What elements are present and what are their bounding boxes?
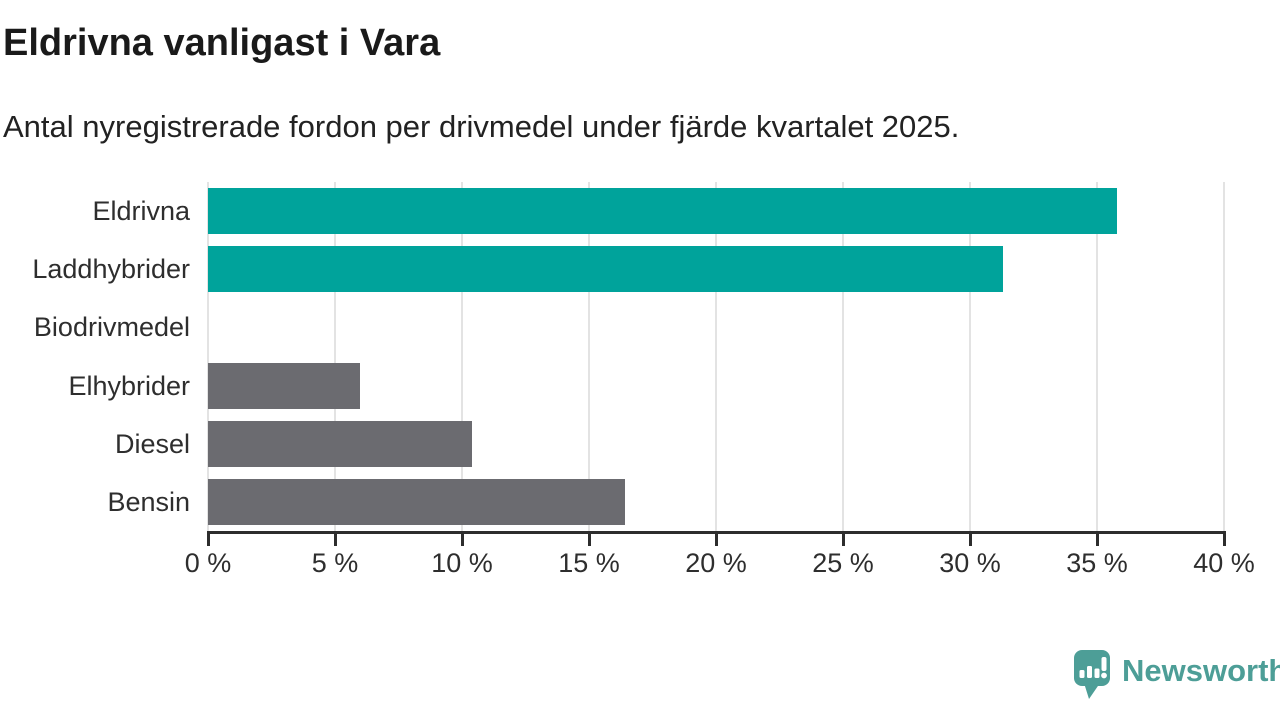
category-label: Elhybrider [68, 370, 190, 401]
x-axis-tick-label: 15 % [558, 548, 620, 578]
x-axis-line [207, 531, 1226, 534]
bar-diesel [208, 420, 473, 467]
bar-elhybrider [208, 362, 361, 409]
gridline [715, 182, 717, 531]
x-axis-tick-label: 40 % [1193, 548, 1255, 578]
category-label: Laddhybrider [32, 254, 190, 285]
bar-eldrivna [208, 188, 1118, 235]
x-axis-tick [968, 534, 972, 546]
x-axis-tick-label: 30 % [939, 548, 1001, 578]
chart-subtitle: Antal nyregistrerade fordon per drivmede… [3, 109, 960, 144]
gridline [588, 182, 590, 531]
x-axis-tick-label: 35 % [1066, 548, 1128, 578]
x-axis-tick [714, 534, 718, 546]
bar-laddhybrider [208, 246, 1004, 293]
brand-logo: Newsworthy [1073, 649, 1280, 701]
brand-name: Newsworthy [1122, 653, 1280, 688]
x-axis-tick [333, 534, 337, 546]
newsworthy-speech-bubble-icon [1074, 650, 1110, 699]
gridline [969, 182, 971, 531]
x-axis-tick [1222, 534, 1226, 546]
chart-title: Eldrivna vanligast i Vara [3, 22, 441, 64]
bar-bensin [208, 478, 625, 525]
gridline [461, 182, 463, 531]
category-label: Bensin [107, 486, 190, 517]
x-axis-tick-label: 10 % [431, 548, 493, 578]
category-label: Diesel [114, 428, 190, 459]
x-axis-tick [841, 534, 845, 546]
gridline [207, 182, 209, 531]
x-axis-tick-label: 25 % [812, 548, 874, 578]
x-axis-tick-label: 5 % [311, 548, 359, 578]
x-axis-tick-label: 0 % [184, 548, 232, 578]
gridline [1096, 182, 1098, 531]
x-axis-tick [1095, 534, 1099, 546]
gridline [1223, 182, 1225, 531]
gridline [334, 182, 336, 531]
category-label: Eldrivna [92, 196, 190, 227]
x-axis-tick-label: 20 % [685, 548, 747, 578]
category-label: Biodrivmedel [33, 312, 190, 343]
x-axis-tick [206, 534, 210, 546]
x-axis-tick [460, 534, 464, 546]
gridline [842, 182, 844, 531]
x-axis-tick [587, 534, 591, 546]
